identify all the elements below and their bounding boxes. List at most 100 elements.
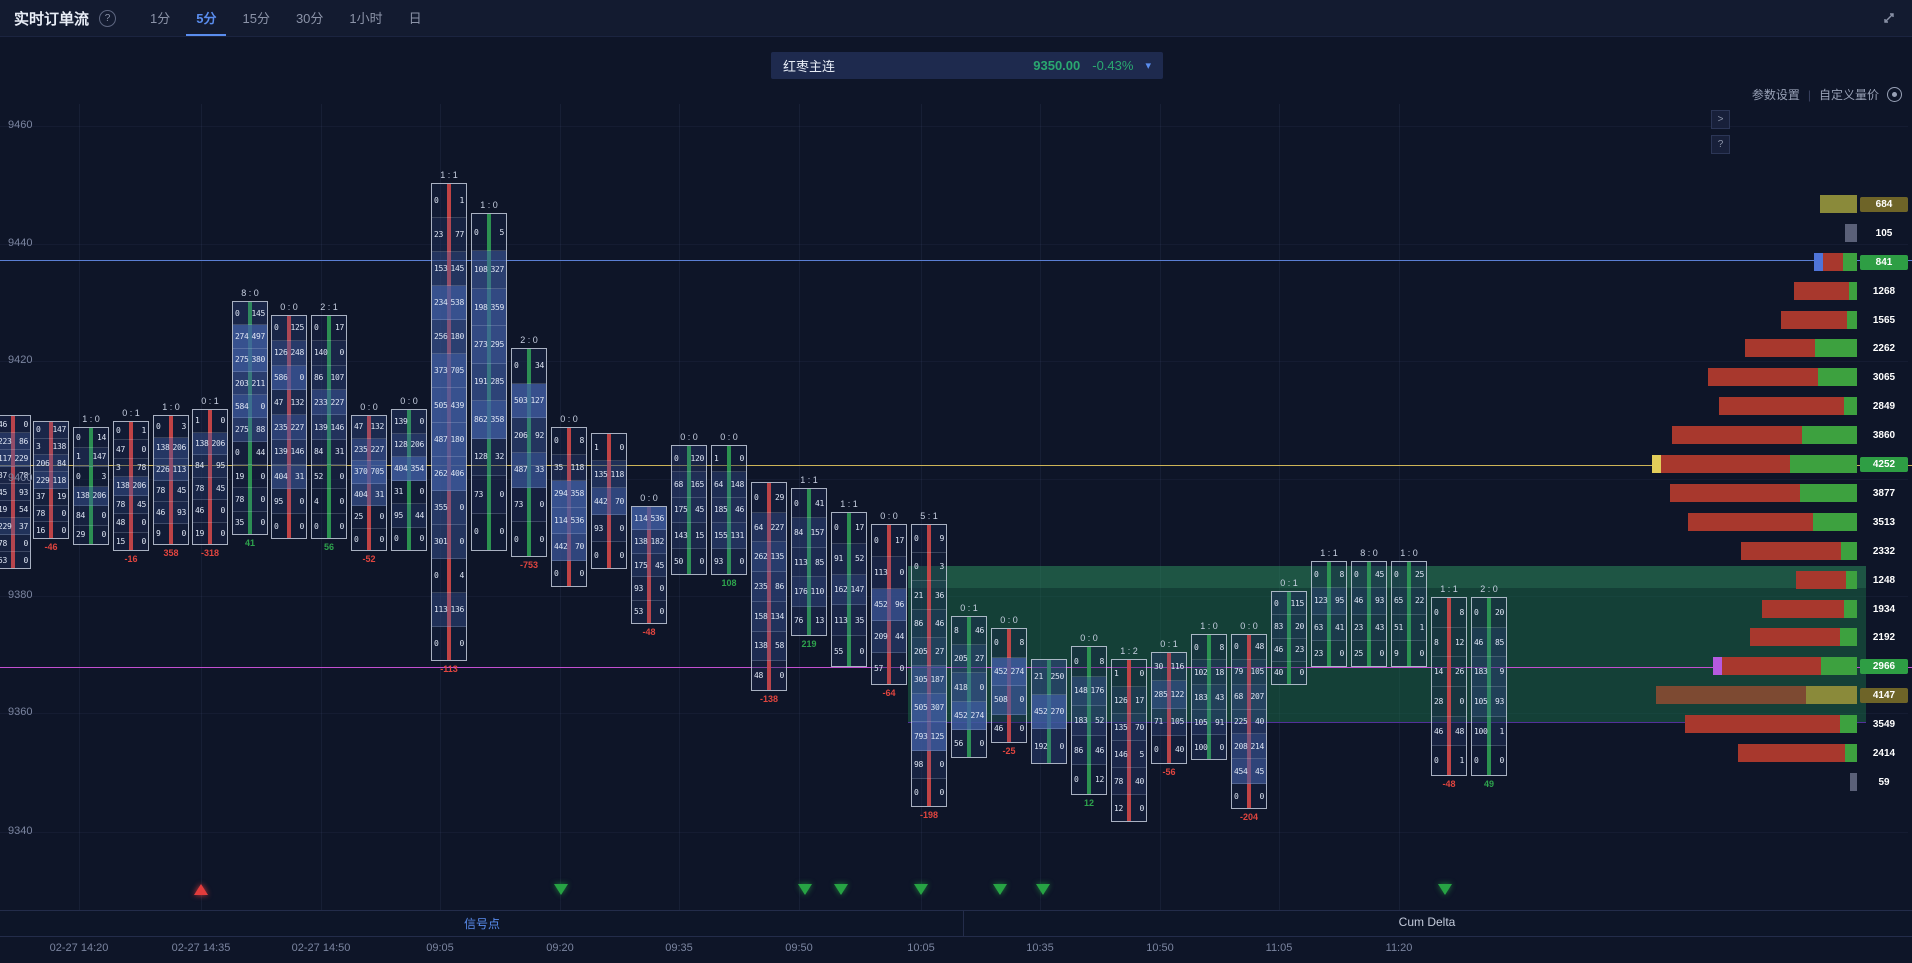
footprint-cell: 105 91 — [1192, 710, 1226, 735]
chevron-down-icon[interactable]: ▾ — [1145, 60, 1151, 72]
footprint-cell: 100 0 — [1192, 735, 1226, 759]
bid-volume: 9 — [156, 529, 161, 539]
footprint-cell: 64 148 — [712, 471, 746, 498]
footprint-cell: 93 0 — [592, 515, 626, 542]
candle-delta-value: -753 — [519, 560, 538, 570]
footprint-cell: 454 45 — [1232, 759, 1266, 785]
tab-5分[interactable]: 5分 — [186, 0, 227, 36]
bid-volume: 29 — [76, 530, 86, 540]
footprint-candle: 0 8 35 118 294 358 114 536 442 70 0 0 0 : 0 — [551, 414, 587, 587]
footprint-cell: 233 227 — [312, 390, 346, 416]
bid-volume: 0 — [354, 534, 359, 544]
side-button-2[interactable]: ? — [1711, 135, 1730, 154]
candle-cells: 0 45 46 93 23 43 25 0 — [1352, 562, 1386, 666]
tab-1小时[interactable]: 1小时 — [349, 10, 383, 26]
footprint-candle: 0 8 123 95 63 41 23 0 1 : 1 — [1311, 548, 1347, 667]
footprint-cell: 139 146 — [312, 415, 346, 440]
signal-panel-label[interactable]: 信号点 — [463, 917, 501, 931]
tab-30分[interactable]: 30分 — [295, 10, 324, 26]
contract-selector[interactable]: 红枣主连 9350.00 -0.43% ▾ — [771, 52, 1163, 79]
bid-volume: 452 — [874, 600, 888, 609]
ask-volume: 0 — [739, 557, 744, 567]
volume-profile-row: 3065 — [1708, 367, 1908, 387]
ask-volume: 145 — [450, 264, 464, 274]
footprint-candle: 0 8 452 274 508 0 46 0 0 : 0 -25 — [991, 615, 1027, 756]
ask-volume: 105 — [1250, 667, 1264, 677]
footprint-candle: 0 8 148 176 183 52 86 46 0 12 0 : 0 12 — [1071, 633, 1107, 808]
volume-profile-row: 3549 — [1685, 714, 1908, 734]
footprint-cell: 138 206 — [114, 477, 148, 496]
settings-button[interactable]: 参数设置 — [1751, 88, 1800, 102]
bid-volume: 84 — [314, 447, 324, 457]
bid-volume: 95 — [274, 496, 284, 506]
footprint-cell: 404 354 — [392, 457, 426, 481]
volume-profile-segment-gray — [1845, 224, 1857, 242]
bid-volume: 139 — [274, 447, 288, 457]
bid-volume: 162 — [834, 584, 848, 594]
bid-volume: 46 — [1434, 726, 1444, 736]
candle-cells: 0 17 140 0 86 107 233 227 139 146 84 31 52 0 4 0 0 0 — [312, 316, 346, 539]
footprint-candle: 139 0 128 206 404 354 31 0 95 44 0 0 0 : 0 — [391, 396, 427, 551]
footprint-cell: 84 0 — [74, 506, 108, 526]
tab-15分[interactable]: 15分 — [242, 10, 270, 26]
footprint-cell: 126 248 — [272, 340, 306, 366]
visibility-toggle-icon[interactable] — [1887, 87, 1902, 102]
sell-signal-arrow-icon — [834, 884, 848, 895]
footprint-candle: 0 3 138 206 226 113 78 45 46 93 9 0 1 : 0 358 — [153, 402, 189, 558]
bid-volume: 206 — [36, 458, 50, 468]
ask-volume: 180 — [450, 332, 464, 342]
ask-volume: 0 — [61, 525, 66, 535]
footprint-candle: 0 8 102 18 183 43 105 91 100 0 1 : 0 — [1191, 621, 1227, 760]
ask-volume: 307 — [930, 703, 944, 713]
bid-volume: 183 — [1474, 667, 1488, 677]
bid-volume: 586 — [274, 372, 288, 382]
ask-volume: 0 — [459, 502, 464, 512]
footprint-cell: 305 187 — [912, 666, 946, 695]
ask-volume: 20 — [1294, 621, 1304, 631]
bid-volume: 114 — [554, 515, 568, 525]
footprint-cell: 86 46 — [1072, 735, 1106, 766]
imbalance-ratio-label: 0 : 0 — [400, 396, 418, 406]
fullscreen-icon[interactable] — [1880, 9, 1898, 27]
footprint-cell: 862 358 — [472, 401, 506, 439]
highlight-zone — [908, 566, 1866, 588]
custom-volume-price-button[interactable]: 自定义量价 — [1818, 88, 1879, 102]
footprint-cell: 275 88 — [233, 418, 267, 442]
footprint-candle: 30 116 285 122 71 105 0 40 0 : 1 -56 — [1151, 639, 1187, 777]
volume-profile-row: 4147 — [1656, 685, 1908, 705]
bid-volume: 487 — [434, 434, 448, 444]
imbalance-ratio-label: 0 : 0 — [720, 432, 738, 442]
tab-日[interactable]: 日 — [408, 10, 422, 26]
imbalance-ratio-label: 0 : 0 — [1080, 633, 1098, 643]
imbalance-ratio-label: 2 : 1 — [320, 302, 338, 312]
footprint-cell: 203 211 — [233, 371, 267, 396]
candle-cells: 0 17 91 52 162 147 113 35 55 0 — [832, 513, 866, 666]
ask-volume: 46 — [934, 618, 944, 628]
bid-volume: 128 — [474, 452, 488, 462]
ask-volume: 0 — [659, 607, 664, 617]
footprint-cell: 505 439 — [432, 388, 466, 423]
footprint-cell: 78 0 — [0, 535, 30, 552]
footprint-candle: 1 0 138 206 84 95 78 45 46 0 19 0 0 : 1 -318 — [192, 396, 228, 558]
candle-delta-value: 358 — [163, 548, 179, 558]
ask-volume: 18 — [1214, 667, 1224, 677]
price-axis-label: 9400 — [8, 472, 33, 484]
ask-volume: 0 — [260, 495, 265, 505]
candle-delta-value: 219 — [801, 639, 817, 649]
bid-volume: 0 — [554, 568, 559, 578]
side-button-1[interactable]: > — [1711, 110, 1730, 129]
bid-volume: 78 — [195, 483, 205, 493]
ask-volume: 146 — [330, 422, 344, 432]
tab-1分[interactable]: 1分 — [150, 10, 171, 26]
bid-volume: 78 — [235, 495, 245, 505]
candle-cells: 30 116 285 122 71 105 0 40 — [1152, 653, 1186, 763]
ask-volume: 327 — [490, 265, 504, 275]
bid-volume: 126 — [1114, 695, 1128, 705]
volume-profile-segment-red — [1685, 715, 1840, 733]
footprint-cell: 113 85 — [792, 547, 826, 578]
help-icon[interactable]: ? — [99, 9, 117, 27]
bid-volume: 1 — [594, 442, 599, 452]
